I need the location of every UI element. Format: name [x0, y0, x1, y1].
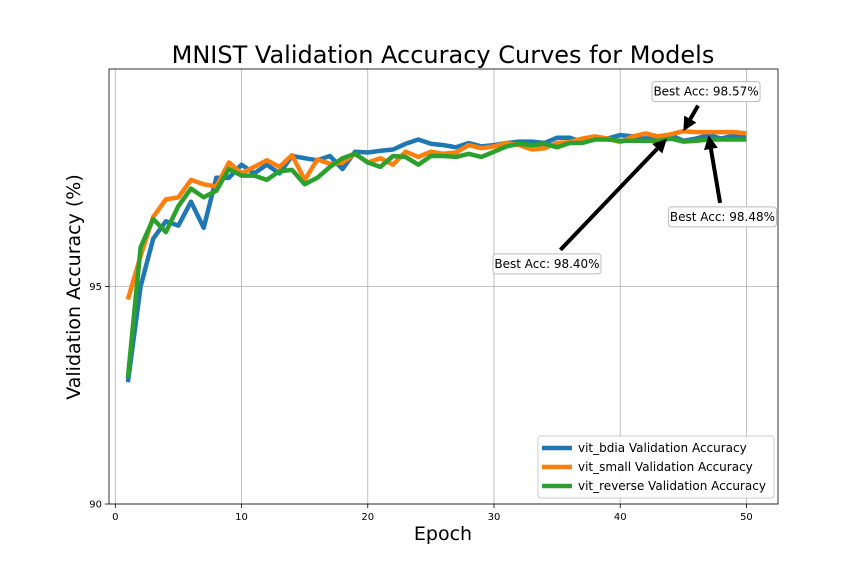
y-axis-label: Validation Accuracy (%): [63, 174, 85, 400]
annotation-box: [492, 253, 602, 275]
annotation-arrow-head: [683, 115, 697, 132]
legend: vit_bdia Validation Accuracy vit_small Va…: [537, 435, 775, 499]
annotation-box: [651, 81, 761, 103]
legend-label: vit_bdia Validation Accuracy: [578, 441, 747, 455]
annotation-label: Best Acc: 98.40%: [494, 257, 599, 271]
x-tick-label: 10: [235, 512, 248, 523]
legend-label: vit_small Validation Accuracy: [578, 460, 753, 474]
axis-ticks: 0 10 20 30 40 50 90 95: [89, 282, 753, 523]
legend-box: [537, 435, 775, 499]
series-line-1: [125, 132, 747, 383]
series-lines: [125, 128, 747, 383]
series-line-3: [125, 136, 747, 379]
series-line-2: [125, 128, 747, 301]
x-tick-label: 30: [488, 512, 501, 523]
annotation-box: [667, 206, 777, 228]
annotation-arrow-head: [704, 135, 718, 151]
annotations: Best Acc: 98.57% Best Acc: 98.48% Best Acc…: [492, 81, 777, 275]
x-tick-label: 20: [361, 512, 374, 523]
annotation-label: Best Acc: 98.48%: [670, 210, 775, 224]
annotation-arrow-shaft: [688, 104, 700, 121]
x-tick-label: 40: [614, 512, 627, 523]
annotation-label: Best Acc: 98.57%: [653, 85, 758, 99]
annotation-arrow-shaft: [558, 147, 659, 252]
y-tick-label: 95: [89, 282, 102, 293]
x-axis-label: Epoch: [414, 523, 472, 545]
x-tick-label: 0: [112, 512, 118, 523]
x-tick-label: 50: [740, 512, 753, 523]
annotation-arrow-shaft: [708, 148, 723, 204]
annotation-arrow-head: [652, 138, 667, 154]
chart-title: MNIST Validation Accuracy Curves for Mod…: [172, 41, 715, 69]
legend-label: vit_reverse Validation Accuracy: [578, 479, 766, 493]
y-tick-label: 90: [89, 500, 102, 511]
